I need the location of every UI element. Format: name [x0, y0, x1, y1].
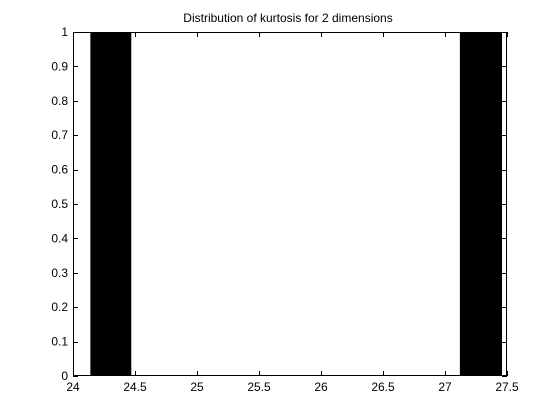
y-tick-label: 0.7 [51, 128, 68, 142]
y-tick-label: 0.5 [51, 197, 68, 211]
x-tick-label: 27.5 [495, 380, 519, 394]
y-tick-label: 0.8 [51, 94, 68, 108]
y-tick-label: 0.2 [51, 300, 68, 314]
x-tick-label: 24.5 [123, 380, 147, 394]
x-tick-label: 24 [66, 380, 80, 394]
y-tick-label: 0.9 [51, 59, 68, 73]
x-tick-label: 25.5 [247, 380, 271, 394]
x-tick-label: 26 [314, 380, 328, 394]
chart-title: Distribution of kurtosis for 2 dimension… [183, 11, 392, 25]
ticks-layer: 24 24.5 25 25.5 26 26.5 27 27.5 0 0.1 0.2 0.3 0.4 0.5… [51, 25, 519, 394]
y-tick-label: 0 [61, 369, 68, 383]
x-tick-label: 26.5 [371, 380, 395, 394]
y-tick-label: 0.3 [51, 266, 68, 280]
bars-layer [90, 32, 503, 376]
plot-area [73, 32, 507, 376]
y-tick-label: 0.1 [51, 335, 68, 349]
bar-1 [90, 32, 132, 376]
y-tick-label: 0.6 [51, 163, 68, 177]
x-tick-label: 27 [438, 380, 452, 394]
bar-2 [459, 32, 503, 376]
y-tick-label: 0.4 [51, 231, 68, 245]
y-tick-label: 1 [61, 25, 68, 39]
x-tick-label: 25 [190, 380, 204, 394]
